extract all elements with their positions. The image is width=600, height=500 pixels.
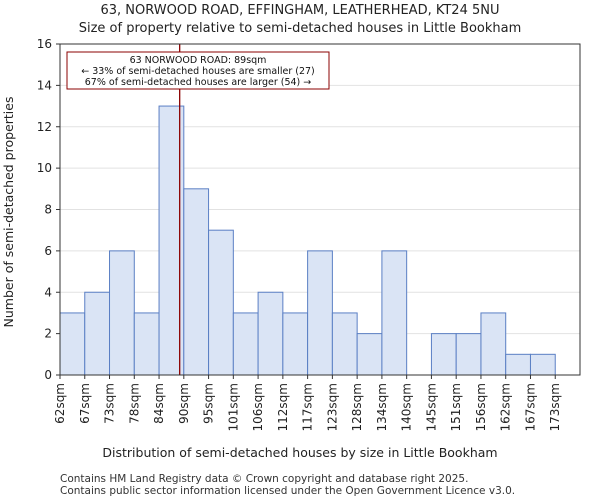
chart-title: 63, NORWOOD ROAD, EFFINGHAM, LEATHERHEAD… (101, 3, 500, 18)
plot-frame (59, 43, 581, 376)
y-tick-label: 14 (37, 78, 52, 92)
bar (282, 312, 309, 376)
bar (109, 250, 135, 376)
y-tick-label: 6 (44, 244, 52, 258)
bar (183, 188, 210, 376)
x-tick-label: 62sqm (53, 383, 67, 424)
bars (59, 105, 556, 376)
chart-subtitle: Size of property relative to semi-detach… (79, 21, 522, 36)
x-tick-label: 151sqm (449, 383, 463, 431)
bar (331, 312, 358, 376)
x-tick-label: 67sqm (78, 383, 92, 424)
x-tick-label: 73sqm (103, 383, 117, 424)
y-tick-label: 4 (44, 285, 52, 299)
y-axis-label: Number of semi-detached properties (1, 97, 16, 328)
x-tick-label: 156sqm (474, 383, 488, 431)
bar (356, 333, 383, 376)
y-tick-label: 8 (44, 203, 52, 217)
bar (232, 312, 259, 376)
x-tick-label: 106sqm (251, 383, 265, 431)
x-tick-label: 90sqm (177, 383, 191, 424)
bar (455, 333, 482, 376)
bar (529, 353, 556, 376)
bar (84, 291, 111, 376)
annotation-border (66, 51, 330, 90)
annotation-box: 63 NORWOOD ROAD: 89sqm ← 33% of semi-det… (66, 51, 330, 90)
x-axis-ticks: 62sqm 67sqm 73sqm 78sqm 84sqm 90sqm 95sqm 101sq… (53, 375, 562, 431)
x-tick-label: 84sqm (152, 383, 166, 424)
bar (381, 250, 408, 376)
bar (505, 353, 531, 376)
x-tick-label: 95sqm (202, 383, 216, 424)
x-tick-label: 112sqm (276, 383, 290, 431)
bar (133, 312, 160, 376)
x-tick-label: 134sqm (375, 383, 389, 431)
annotation-line-1: 63 NORWOOD ROAD: 89sqm (130, 55, 267, 66)
annotation-line-3: 67% of semi-detached houses are larger (… (85, 77, 312, 88)
x-tick-label: 140sqm (400, 383, 414, 431)
x-tick-label: 78sqm (127, 383, 141, 424)
y-tick-label: 10 (37, 161, 52, 175)
annotation-line-2: ← 33% of semi-detached houses are smalle… (81, 66, 315, 77)
x-tick-label: 173sqm (548, 383, 562, 431)
y-axis-ticks: 0 2 4 6 8 10 12 14 16 (37, 37, 60, 382)
x-tick-label: 128sqm (350, 383, 364, 431)
bar (430, 333, 457, 376)
x-tick-label: 162sqm (499, 383, 513, 431)
y-tick-label: 16 (37, 37, 52, 51)
x-tick-label: 167sqm (523, 383, 537, 431)
bar (257, 291, 284, 376)
x-tick-label: 117sqm (301, 383, 315, 431)
bar (307, 250, 333, 376)
x-axis-label: Distribution of semi-detached houses by … (102, 445, 497, 460)
y-tick-label: 12 (37, 120, 52, 134)
footer-line-2: Contains public sector information licen… (60, 485, 515, 497)
x-tick-label: 101sqm (226, 383, 240, 431)
x-tick-label: 123sqm (325, 383, 339, 431)
x-tick-label: 145sqm (424, 383, 438, 431)
bar (208, 229, 234, 376)
footer-line-1: Contains HM Land Registry data © Crown c… (60, 473, 468, 485)
y-tick-label: 2 (44, 327, 52, 341)
bar (59, 312, 86, 376)
y-tick-label: 0 (44, 368, 52, 382)
bar (480, 312, 507, 376)
